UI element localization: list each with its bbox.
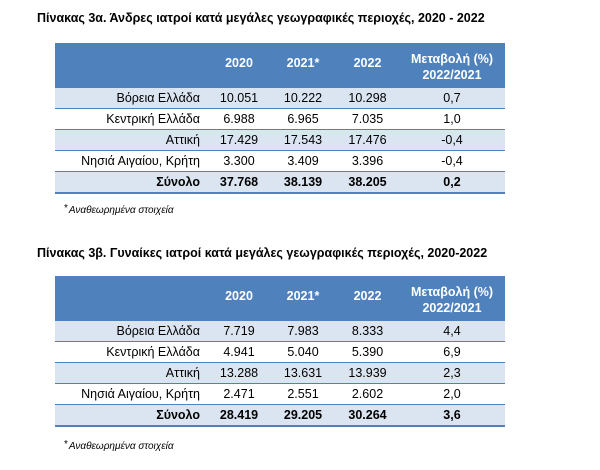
value-2021-cell: 6.965 — [270, 108, 336, 130]
table-a-header-change-label: Μεταβολή (%) — [410, 52, 494, 66]
value-2022-cell: 2.602 — [336, 383, 399, 405]
change-cell: -0,4 — [399, 150, 505, 172]
total-2021-cell: 38.139 — [270, 171, 336, 194]
value-2021-cell: 13.631 — [270, 362, 336, 384]
table-b-title: Πίνακας 3β. Γυναίκες ιατροί κατά μεγάλες… — [37, 246, 488, 260]
value-2021-cell: 3.409 — [270, 150, 336, 172]
table-b: 2020 2021* 2022 Μεταβολή (%) 2022/2021 Βό… — [55, 276, 505, 427]
table-row: Κεντρική Ελλάδα 4.941 5.040 5.390 6,9 — [55, 341, 505, 363]
total-2021-cell: 29.205 — [270, 404, 336, 427]
region-cell: Νησιά Αιγαίου, Κρήτη — [55, 383, 208, 405]
total-2020-cell: 37.768 — [208, 171, 270, 194]
change-cell: 1,0 — [399, 108, 505, 130]
value-2020-cell: 13.288 — [208, 362, 270, 384]
table-b-header-change-period: 2022/2021 — [422, 301, 482, 315]
value-2020-cell: 2.471 — [208, 383, 270, 405]
total-2022-cell: 30.264 — [336, 404, 399, 427]
total-label-cell: Σύνολο — [55, 404, 208, 427]
change-cell: -0,4 — [399, 129, 505, 151]
table-a-title: Πίνακας 3α. Άνδρες ιατροί κατά μεγάλες γ… — [37, 11, 485, 25]
table-row: Νησιά Αιγαίου, Κρήτη 2.471 2.551 2.602 2… — [55, 383, 505, 405]
value-2020-cell: 7.719 — [208, 321, 270, 342]
table-b-header-change-label: Μεταβολή (%) — [410, 285, 494, 299]
table-row: Αττική 13.288 13.631 13.939 2,3 — [55, 362, 505, 384]
table-row: Νησιά Αιγαίου, Κρήτη 3.300 3.409 3.396 -… — [55, 150, 505, 172]
value-2022-cell: 5.390 — [336, 341, 399, 363]
value-2020-cell: 10.051 — [208, 88, 270, 109]
value-2020-cell: 3.300 — [208, 150, 270, 172]
table-a-header-change: Μεταβολή (%) 2022/2021 — [399, 43, 505, 88]
value-2022-cell: 13.939 — [336, 362, 399, 384]
table-a-header-2022: 2022 — [336, 43, 399, 88]
value-2021-cell: 5.040 — [270, 341, 336, 363]
region-cell: Βόρεια Ελλάδα — [55, 88, 208, 109]
region-cell: Βόρεια Ελλάδα — [55, 321, 208, 342]
change-cell: 6,9 — [399, 341, 505, 363]
table-a-footnote: *Αναθεωρημένα στοιχεία — [64, 203, 174, 216]
value-2022-cell: 8.333 — [336, 321, 399, 342]
region-cell: Κεντρική Ελλάδα — [55, 108, 208, 130]
table-total-row: Σύνολο 28.419 29.205 30.264 3,6 — [55, 404, 505, 427]
value-2020-cell: 4.941 — [208, 341, 270, 363]
table-b-header-change: Μεταβολή (%) 2022/2021 — [399, 276, 505, 321]
total-2022-cell: 38.205 — [336, 171, 399, 194]
table-row: Κεντρική Ελλάδα 6.988 6.965 7.035 1,0 — [55, 108, 505, 130]
table-b-footnote: *Αναθεωρημένα στοιχεία — [64, 439, 174, 452]
footnote-text: Αναθεωρημένα στοιχεία — [68, 441, 174, 452]
table-b-header-2020: 2020 — [208, 276, 270, 321]
table-b-header-2021: 2021* — [270, 276, 336, 321]
table-a-header-2021: 2021* — [270, 43, 336, 88]
table-row: Αττική 17.429 17.543 17.476 -0,4 — [55, 129, 505, 151]
table-a-header-change-period: 2022/2021 — [422, 68, 482, 82]
value-2021-cell: 7.983 — [270, 321, 336, 342]
region-cell: Αττική — [55, 129, 208, 151]
footnote-text: Αναθεωρημένα στοιχεία — [68, 205, 174, 216]
change-cell: 0,7 — [399, 88, 505, 109]
value-2020-cell: 6.988 — [208, 108, 270, 130]
table-a: 2020 2021* 2022 Μεταβολή (%) 2022/2021 Βό… — [55, 43, 505, 194]
table-b-header-region — [55, 276, 208, 321]
table-total-row: Σύνολο 37.768 38.139 38.205 0,2 — [55, 171, 505, 194]
value-2022-cell: 7.035 — [336, 108, 399, 130]
table-row: Βόρεια Ελλάδα 10.051 10.222 10.298 0,7 — [55, 88, 505, 109]
table-a-header-2020: 2020 — [208, 43, 270, 88]
value-2020-cell: 17.429 — [208, 129, 270, 151]
table-b-header-row: 2020 2021* 2022 Μεταβολή (%) 2022/2021 — [55, 276, 505, 321]
footnote-mark: * — [64, 203, 68, 214]
value-2022-cell: 10.298 — [336, 88, 399, 109]
total-label-cell: Σύνολο — [55, 171, 208, 194]
value-2021-cell: 17.543 — [270, 129, 336, 151]
footnote-mark: * — [64, 439, 68, 450]
table-a-header-row: 2020 2021* 2022 Μεταβολή (%) 2022/2021 — [55, 43, 505, 88]
value-2022-cell: 17.476 — [336, 129, 399, 151]
change-cell: 4,4 — [399, 321, 505, 342]
change-cell: 2,3 — [399, 362, 505, 384]
total-change-cell: 3,6 — [399, 404, 505, 427]
change-cell: 2,0 — [399, 383, 505, 405]
region-cell: Κεντρική Ελλάδα — [55, 341, 208, 363]
table-b-header-2022: 2022 — [336, 276, 399, 321]
table-row: Βόρεια Ελλάδα 7.719 7.983 8.333 4,4 — [55, 321, 505, 342]
region-cell: Αττική — [55, 362, 208, 384]
value-2021-cell: 10.222 — [270, 88, 336, 109]
region-cell: Νησιά Αιγαίου, Κρήτη — [55, 150, 208, 172]
total-change-cell: 0,2 — [399, 171, 505, 194]
table-a-header-region — [55, 43, 208, 88]
total-2020-cell: 28.419 — [208, 404, 270, 427]
value-2022-cell: 3.396 — [336, 150, 399, 172]
value-2021-cell: 2.551 — [270, 383, 336, 405]
